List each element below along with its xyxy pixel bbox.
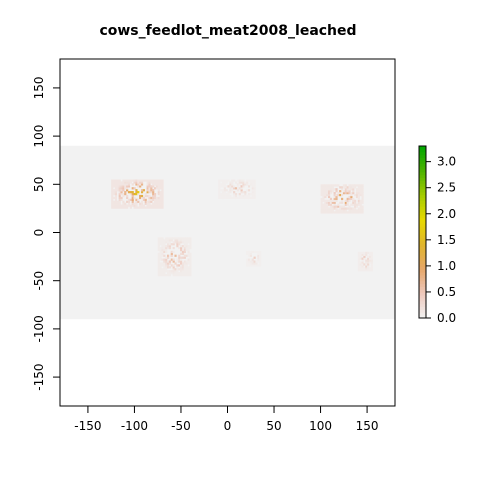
colorbar-tick-label: 2.0 (437, 207, 456, 221)
colorbar-segment (419, 312, 426, 316)
chart-title: cows_feedlot_meat2008_leached (99, 23, 356, 39)
colorbar-segment (419, 174, 426, 179)
colorbar-segment (419, 237, 426, 242)
colorbar-segment (419, 289, 426, 293)
colorbar-segment (419, 272, 426, 276)
hotspot (111, 179, 164, 209)
colorbar-tick-label: 1.5 (437, 233, 456, 247)
colorbar-segment (419, 229, 426, 233)
colorbar-segment (419, 249, 426, 253)
colorbar-segment (419, 309, 426, 313)
colorbar-segment (419, 200, 426, 204)
colorbar-segment (419, 243, 426, 247)
colorbar-segment (419, 154, 426, 158)
y-tick-label: -100 (32, 315, 46, 342)
colorbar-segment (419, 206, 426, 210)
colorbar-segment (419, 214, 426, 219)
colorbar-segment (419, 283, 426, 287)
colorbar-segment (419, 168, 426, 173)
colorbar-segment (419, 183, 426, 187)
colorbar-segment (419, 232, 426, 236)
colorbar-segment (419, 254, 426, 259)
colorbar-tick-label: 0.5 (437, 285, 456, 299)
colorbar-segment (419, 220, 426, 224)
colorbar-segment (419, 209, 426, 213)
x-tick-label: -100 (121, 419, 148, 433)
raster-background (60, 145, 395, 320)
hotspot (157, 237, 192, 277)
x-tick-label: 100 (309, 419, 332, 433)
x-tick-label: 50 (266, 419, 281, 433)
y-axis: -150 -100 -50 0 50 100 150 (32, 76, 60, 391)
colorbar-tick-label: 1.0 (437, 259, 456, 273)
y-tick-label: 50 (32, 177, 46, 192)
hotspot (218, 179, 256, 200)
x-tick-label: -50 (171, 419, 191, 433)
colorbar-segment (419, 280, 426, 285)
y-tick-label: -50 (32, 271, 46, 291)
colorbar-segment (419, 315, 426, 319)
colorbar-segment (419, 277, 426, 282)
colorbar-segment (419, 263, 426, 267)
x-tick-label: -150 (74, 419, 101, 433)
colorbar-segment (419, 203, 426, 207)
colorbar-segment (419, 300, 426, 305)
colorbar-segment (419, 189, 426, 193)
colorbar-segment (419, 163, 426, 167)
colorbar-segment (419, 275, 426, 279)
colorbar-tick-label: 0.0 (437, 311, 456, 325)
colorbar-segment (419, 211, 426, 216)
colorbar-legend: 0.0 0.5 1.0 1.5 2.0 2.5 3.0 (418, 145, 456, 325)
x-tick-label: 150 (356, 419, 379, 433)
colorbar-segment (419, 303, 426, 308)
colorbar-segment (419, 186, 426, 190)
colorbar-segment (419, 306, 426, 310)
colorbar-segment (419, 240, 426, 244)
colorbar-segment (419, 157, 426, 161)
colorbar-segment (419, 257, 426, 262)
y-tick-label: 100 (32, 125, 46, 148)
colorbar-segment (419, 286, 426, 290)
colorbar-segment (419, 160, 426, 164)
colorbar-segment (419, 252, 426, 256)
colorbar-tick-label: 3.0 (437, 155, 456, 169)
colorbar-segment (419, 226, 426, 230)
colorbar-segment (419, 246, 426, 250)
colorbar-segment (419, 151, 426, 156)
colorbar-segment (419, 269, 426, 273)
colorbar-segment (419, 234, 426, 239)
hotspot (357, 251, 373, 272)
colorbar-segment (419, 148, 426, 153)
colorbar-segment (419, 297, 426, 302)
colorbar-segment (419, 260, 426, 265)
y-tick-label: -150 (32, 363, 46, 390)
colorbar-segment (419, 266, 426, 270)
hotspot (246, 250, 262, 267)
hotspot (320, 184, 364, 214)
colorbar-segment (419, 191, 426, 196)
colorbar-segment (419, 171, 426, 176)
colorbar-tick-label: 2.5 (437, 181, 456, 195)
colorbar-segment (419, 295, 426, 299)
data-hotspots (111, 179, 373, 277)
colorbar-segment (419, 223, 426, 227)
y-tick-label: 0 (32, 229, 46, 237)
colorbar-segment (419, 146, 426, 150)
colorbar-segment (419, 194, 426, 199)
colorbar-frame (418, 145, 427, 319)
colorbar-segment (419, 166, 426, 170)
colorbar-segment (419, 217, 426, 222)
x-axis: -150 -100 -50 0 50 100 150 (74, 406, 379, 433)
colorbar-segment (419, 177, 426, 181)
colorbar-segment (419, 292, 426, 296)
y-tick-label: 150 (32, 76, 46, 99)
colorbar-segment (419, 180, 426, 184)
colorbar-segment (419, 197, 426, 201)
x-tick-label: 0 (224, 419, 232, 433)
